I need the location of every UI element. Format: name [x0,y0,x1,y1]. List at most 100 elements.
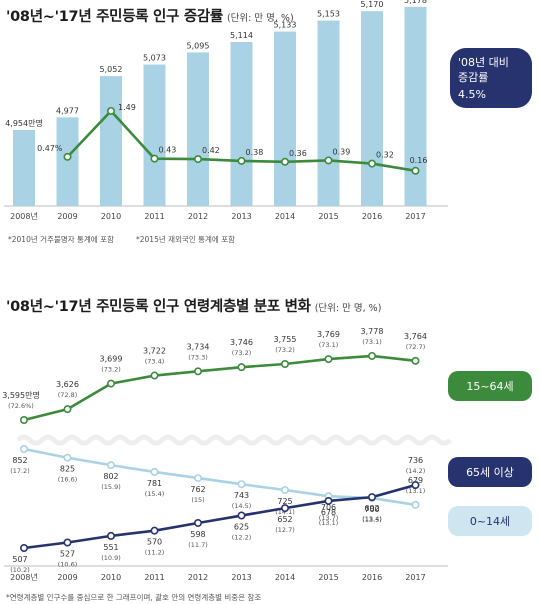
bar-value-label: 4,977 [56,106,79,115]
legend-box-0~14세: 0~14세 [448,506,532,536]
growth-rate-point [324,156,333,165]
growth-rate-label: 1.49 [118,103,136,112]
growth-rate-label: 0.38 [246,148,264,157]
x-tick-label: 2011 [144,573,164,582]
series-point [411,481,420,490]
bar-2011 [143,64,166,206]
x-tick-label: 2013 [231,573,251,582]
series-point [107,379,116,388]
chart1-note-2015: *2015년 재외국인 통계에 포함 [136,235,235,244]
series-point [237,480,246,489]
series-point [194,474,203,483]
series-point [237,363,246,372]
chart1-note-2010: *2010년 거주불명자 통계에 포함 [8,235,114,244]
series-point [280,504,289,513]
series-share-label: (12.7) [275,526,295,534]
series-point [324,355,333,364]
series-value-label: 3,764 [404,332,427,341]
legend-box-15~64세: 15~64세 [448,371,532,401]
badge-line2: 증감률 [458,71,488,84]
x-tick-label: 2009 [57,573,77,582]
bar-value-label: 5,095 [187,41,210,50]
series-value-label: 852 [12,456,27,465]
series-point [367,351,376,360]
series-value-label: 3,626 [56,380,79,389]
bar-value-label: 4,954만명 [5,118,43,128]
series-share-label: (13.5) [362,516,382,524]
badge-line3: 4.5% [458,88,486,101]
bar-2008년 [13,130,35,206]
series-value-label: 551 [103,543,118,552]
series-share-label: (11.7) [188,541,208,549]
growth-rate-label: 0.36 [289,149,307,158]
series-value-label: 570 [147,538,162,547]
growth-rate-label: 0.43 [159,146,177,155]
series-share-label: (13.1) [319,519,339,527]
series-share-label: (72.8) [58,391,78,399]
badge-line1: '08년 대비 [458,56,509,69]
chart1-title: '08년~'17년 주민등록 인구 증감률 (단위: 만 명, %) [6,9,294,25]
x-tick-label: 2012 [188,212,208,221]
x-tick-label: 2008년 [10,572,38,582]
series-value-label: 652 [277,515,292,524]
series-share-label: (73.4) [145,358,165,366]
series-value-label: 625 [234,523,249,532]
series-line-65세 이상 [23,483,416,550]
series-point [107,461,116,470]
x-tick-label: 2015 [318,573,338,582]
bar-2009 [56,117,79,206]
series-point [194,518,203,527]
series-value-label: 3,699 [100,355,123,364]
growth-rate-label: 0.47% [37,144,63,153]
series-share-label: (10.9) [101,554,121,562]
series-point [107,531,116,540]
legend-box-background [448,371,532,401]
series-value-label: 527 [60,550,75,559]
bar-value-label: 5,114 [230,31,253,40]
series-value-label: 825 [60,465,75,474]
legend-box-label: 15~64세 [466,380,513,393]
series-value-label: 3,722 [143,347,166,356]
x-tick-label: 2009 [57,212,77,221]
series-point [63,453,72,462]
growth-rate-point [411,166,420,175]
x-tick-label: 2017 [405,212,425,221]
bar-2010 [100,76,122,206]
bar-value-label: 5,073 [143,54,166,63]
bar-value-label: 5,153 [317,10,340,19]
growth-rate-label: 0.39 [333,147,351,156]
growth-rate-point [367,159,376,168]
series-share-label: (15.4) [145,490,165,498]
growth-rate-label: 0.32 [376,151,394,160]
series-share-label: (73.1) [319,341,339,349]
x-tick-label: 2008년 [10,211,38,221]
series-share-label: (13.1) [406,487,426,495]
series-point [411,500,420,509]
series-share-label: (11.2) [145,549,165,557]
bar-2014 [274,31,296,206]
chart1-unit: (단위: 만 명, %) [226,13,294,24]
series-value-label: 762 [190,485,205,494]
series-share-label: (16.6) [58,476,78,484]
bar-value-label: 5,170 [361,0,384,9]
series-share-label: (15) [191,496,204,504]
series-line-15~64세 [23,354,416,422]
growth-rate-point [150,154,159,163]
bar-2015 [317,20,340,206]
series-point [150,526,159,535]
series-value-label: 743 [234,491,249,500]
series-value-label: 679 [408,476,423,485]
series-value-label: 781 [147,479,162,488]
series-share-label: (72.7) [406,343,426,351]
series-value-label: 3,755 [274,335,297,344]
x-tick-label: 2010 [101,573,121,582]
x-tick-label: 2010 [101,212,121,221]
x-tick-label: 2016 [362,573,382,582]
bar-value-label: 5,178 [404,0,427,5]
series-point [63,538,72,547]
series-value-label: 507 [12,555,27,564]
x-tick-label: 2014 [275,573,295,582]
series-share-label: (14.5) [232,502,252,510]
bar-2013 [230,42,253,206]
series-share-label: (17.2) [10,467,30,475]
